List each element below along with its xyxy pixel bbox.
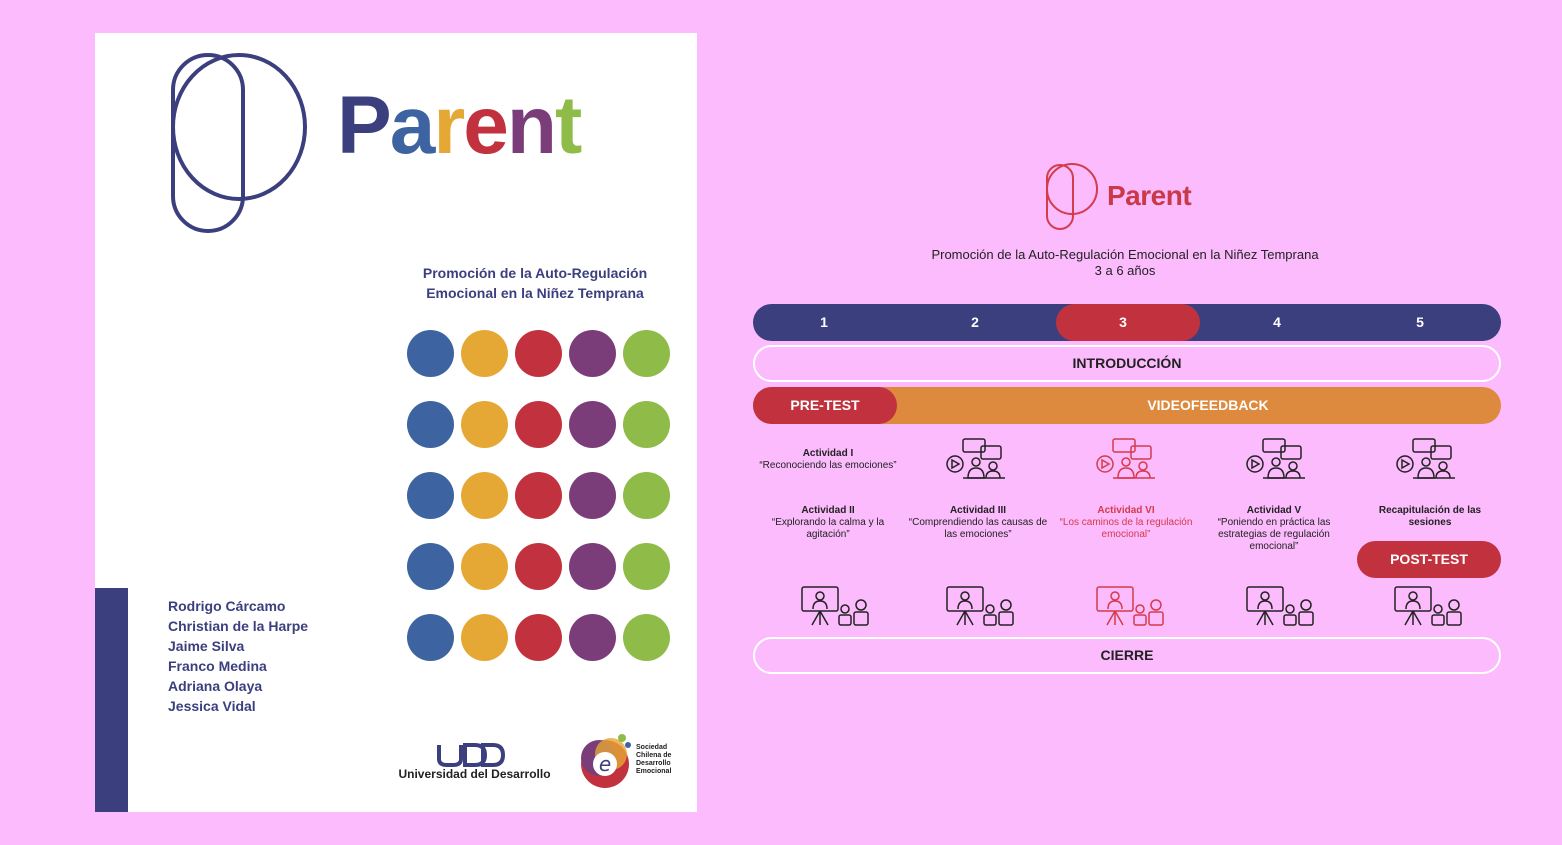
udd-logo-icon [437, 743, 506, 767]
intro-bar: INTRODUCCIÓN [753, 345, 1501, 382]
color-dot [407, 543, 454, 590]
activity-desc: “Reconociendo las emociones” [759, 460, 897, 471]
color-dot [569, 401, 616, 448]
color-dot [407, 472, 454, 519]
chat-video-icon [1096, 438, 1155, 479]
video-recording-icon [1096, 586, 1164, 626]
activity-6: Actividad VI “Los caminos de la regulaci… [1056, 505, 1196, 541]
activity-5: Actividad V “Poniendo en práctica las es… [1204, 505, 1344, 553]
color-dot [569, 543, 616, 590]
session-highlight [1056, 304, 1200, 341]
society-logo-icon: e [581, 734, 631, 788]
author-name: Jessica Vidal [168, 698, 256, 714]
diagram-subtitle-text: Promoción de la Auto-Regulación Emociona… [931, 247, 1319, 262]
session-number: 3 [1119, 314, 1127, 330]
color-dot [461, 543, 508, 590]
brand-letter: P [337, 80, 392, 171]
activity-desc: “Los caminos de la regulación emocional” [1059, 517, 1193, 540]
author-name: Adriana Olaya [168, 678, 263, 694]
diagram-brand-word: Parent [1107, 180, 1192, 211]
color-dot [623, 472, 670, 519]
color-dot [569, 472, 616, 519]
cover-side-bar [95, 588, 128, 812]
activity-title: Actividad III [949, 505, 1007, 516]
session-number: 2 [971, 314, 979, 330]
chat-video-icon [946, 438, 1005, 479]
author-name: Franco Medina [168, 658, 267, 674]
brand-letter: t [554, 80, 582, 171]
author-name: Rodrigo Cárcamo [168, 598, 286, 614]
videofeedback-bar: PRE-TEST VIDEOFEEDBACK [753, 387, 1501, 424]
cover-brand-word: Parent [337, 85, 582, 167]
diagram-subtitle: Promoción de la Auto-Regulación Emociona… [820, 247, 1430, 279]
diagram-logo-icon [1046, 163, 1098, 230]
cover-subtitle-line: Emocional en la Niñez Temprana [426, 285, 644, 301]
video-recording-icon [946, 586, 1014, 626]
society-line: Desarrollo [636, 760, 671, 767]
sessions-bar: 1 2 3 4 5 [753, 304, 1501, 341]
videofeedback-label: VIDEOFEEDBACK [1147, 397, 1269, 413]
color-dot [407, 330, 454, 377]
color-dot [461, 614, 508, 661]
color-dot [515, 543, 562, 590]
activity-3: Actividad III “Comprendiendo las causas … [908, 505, 1048, 541]
recap: Recapitulación de las sesiones [1360, 505, 1500, 529]
brand-letter: n [506, 80, 557, 171]
chat-video-icon [1396, 438, 1455, 479]
cover-subtitle: Promoción de la Auto-Regulación Emociona… [395, 263, 675, 303]
video-recording-icon [1246, 586, 1314, 626]
diagram-age-range: 3 a 6 años [1094, 263, 1156, 278]
color-dot [407, 614, 454, 661]
color-dot [569, 614, 616, 661]
color-dot [623, 614, 670, 661]
author-name: Christian de la Harpe [168, 618, 309, 634]
society-line: Emocional [636, 768, 672, 775]
color-dot [623, 543, 670, 590]
svg-text:e: e [599, 752, 611, 776]
activity-title: Actividad I [802, 448, 854, 459]
book-cover: Parent Promoción de la Auto-Regulación E… [95, 33, 697, 812]
cierre-bar: CIERRE [753, 637, 1501, 674]
session-number: 4 [1273, 314, 1281, 330]
brand-letter: a [389, 80, 436, 171]
color-dot [407, 401, 454, 448]
activity-desc: “Poniendo en práctica las estrategias de… [1217, 517, 1331, 552]
color-dot [515, 401, 562, 448]
session-number: 1 [820, 314, 828, 330]
video-recording-icon [1394, 586, 1462, 626]
brand-letter: r [433, 80, 465, 171]
color-dot [569, 330, 616, 377]
pretest-pill: PRE-TEST [753, 387, 897, 424]
color-dot [461, 401, 508, 448]
udd-name: Universidad del Desarrollo [398, 767, 551, 781]
society-line: Chilena de [636, 752, 672, 759]
chat-video-icon [1246, 438, 1305, 479]
brand-letter: e [463, 80, 509, 171]
author-list: Rodrigo Cárcamo Christian de la Harpe Ja… [168, 596, 308, 716]
session-number: 5 [1416, 314, 1424, 330]
posttest-pill: POST-TEST [1357, 541, 1501, 578]
author-name: Jaime Silva [168, 638, 245, 654]
color-dot [623, 330, 670, 377]
activity-2: Actividad II “Explorando la calma y la a… [758, 505, 898, 541]
color-dot [461, 472, 508, 519]
society-line: Sociedad [636, 744, 668, 751]
color-dot [623, 401, 670, 448]
activity-title: Actividad V [1246, 505, 1302, 516]
recap-title: Recapitulación de las sesiones [1378, 505, 1482, 528]
color-dot [515, 472, 562, 519]
color-dot [515, 330, 562, 377]
society-name: Sociedad Chilena de Desarrollo Emocional [636, 744, 696, 776]
cover-subtitle-line: Promoción de la Auto-Regulación [422, 265, 648, 281]
activity-1: Actividad I “Reconociendo las emociones” [758, 448, 898, 472]
color-dot [461, 330, 508, 377]
parent-logo-icon [171, 53, 307, 233]
activity-desc: “Comprendiendo las causas de las emocion… [908, 517, 1048, 540]
video-recording-icon [801, 586, 869, 626]
activity-title: Actividad VI [1097, 505, 1155, 516]
activity-title: Actividad II [801, 505, 855, 516]
activity-desc: “Explorando la calma y la agitación” [771, 517, 885, 540]
color-dot [515, 614, 562, 661]
